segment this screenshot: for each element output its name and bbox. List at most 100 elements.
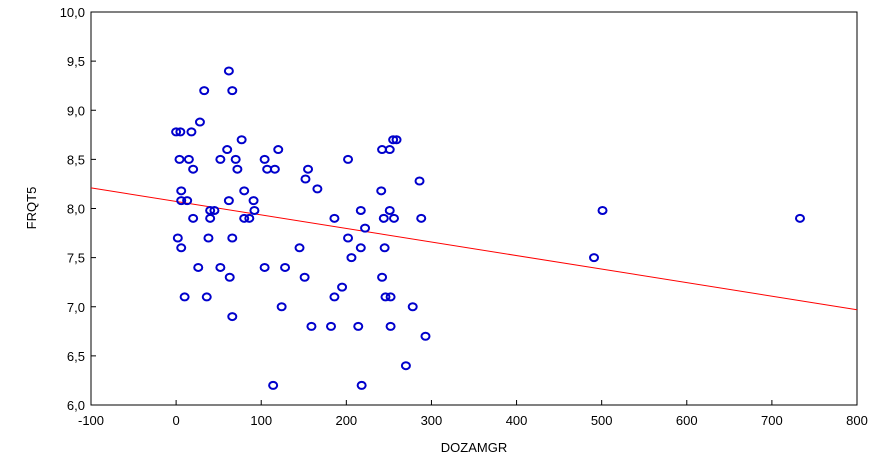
x-axis-ticks: -100 0 100 200 300 400 500 600 700 800 (78, 400, 868, 428)
x-tick-label: 400 (506, 413, 528, 428)
y-tick-label: 8,0 (67, 202, 85, 217)
data-point (326, 321, 337, 331)
data-point (360, 223, 371, 233)
data-point (176, 186, 187, 196)
data-point (377, 272, 388, 282)
data-point (388, 135, 399, 145)
data-point (201, 292, 212, 302)
x-tick-label: 800 (846, 413, 868, 428)
data-point (194, 117, 205, 127)
data-point (248, 196, 259, 206)
data-point (337, 282, 348, 292)
data-point (794, 213, 805, 223)
data-point (388, 213, 399, 223)
y-tick-label: 8,5 (67, 152, 85, 167)
data-point (589, 253, 600, 263)
y-tick-label: 6,0 (67, 398, 85, 413)
data-point (343, 154, 354, 164)
data-point (346, 253, 357, 263)
data-point (343, 233, 354, 243)
data-point (384, 145, 395, 155)
data-point (199, 86, 210, 96)
data-point (236, 135, 247, 145)
data-point (273, 145, 284, 155)
data-point (193, 262, 204, 272)
data-point (268, 380, 279, 390)
x-axis-label: DOZAMGR (441, 440, 507, 455)
x-tick-label: 300 (421, 413, 443, 428)
data-point (329, 292, 340, 302)
data-point (188, 213, 199, 223)
data-point (227, 233, 238, 243)
data-point (380, 292, 391, 302)
data-point (188, 164, 199, 174)
data-point (280, 262, 291, 272)
data-point (182, 196, 193, 206)
x-tick-label: 0 (172, 413, 179, 428)
data-point (385, 292, 396, 302)
data-points (171, 66, 805, 390)
data-point (259, 154, 270, 164)
data-point (355, 243, 366, 253)
data-point (175, 127, 186, 137)
data-point (306, 321, 317, 331)
data-point (203, 233, 214, 243)
data-point (230, 154, 241, 164)
data-point (205, 213, 216, 223)
data-point (400, 361, 411, 371)
data-point (176, 243, 187, 253)
data-point (303, 164, 314, 174)
data-point (222, 145, 233, 155)
data-point (376, 186, 387, 196)
data-point (215, 154, 226, 164)
data-point (597, 205, 608, 215)
data-point (244, 213, 255, 223)
data-point (171, 127, 182, 137)
x-tick-label: 100 (250, 413, 272, 428)
data-point (300, 174, 311, 184)
data-point (183, 154, 194, 164)
data-point (223, 196, 234, 206)
y-tick-label: 6,5 (67, 349, 85, 364)
data-point (227, 86, 238, 96)
data-point (227, 312, 238, 322)
data-point (294, 243, 305, 253)
data-point (176, 196, 187, 206)
data-point (299, 272, 310, 282)
x-tick-label: 600 (676, 413, 698, 428)
data-point (378, 213, 389, 223)
data-point (179, 292, 190, 302)
data-point (391, 135, 402, 145)
x-tick-label: -100 (78, 413, 104, 428)
x-tick-label: 700 (761, 413, 783, 428)
data-point (276, 302, 287, 312)
data-point (379, 243, 390, 253)
y-axis-ticks: 6,0 6,5 7,0 7,5 8,0 8,5 9,0 9,5 10,0 (60, 5, 96, 413)
data-point (174, 154, 185, 164)
data-point (186, 127, 197, 137)
data-point (223, 66, 234, 76)
data-point (269, 164, 280, 174)
data-point (172, 233, 183, 243)
data-point (249, 205, 260, 215)
x-tick-label: 200 (335, 413, 357, 428)
data-point (414, 176, 425, 186)
y-tick-label: 9,5 (67, 54, 85, 69)
data-point (239, 186, 250, 196)
data-point (353, 321, 364, 331)
data-point (384, 205, 395, 215)
data-point (232, 164, 243, 174)
data-point (355, 205, 366, 215)
y-tick-label: 9,0 (67, 103, 85, 118)
y-axis-label: FRQT5 (24, 187, 39, 230)
data-point (224, 272, 235, 282)
data-point (356, 380, 367, 390)
data-point (407, 302, 418, 312)
y-tick-label: 10,0 (60, 5, 85, 20)
x-tick-label: 500 (591, 413, 613, 428)
data-point (420, 331, 431, 341)
data-point (312, 184, 323, 194)
y-tick-label: 7,0 (67, 300, 85, 315)
data-point (259, 262, 270, 272)
